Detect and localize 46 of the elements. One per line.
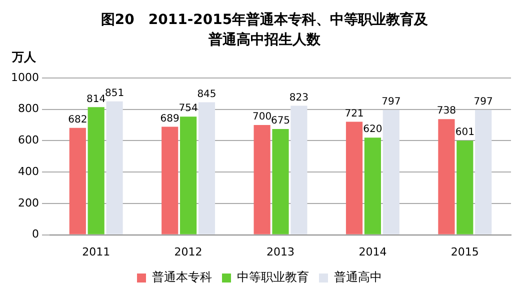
data-label: 700 [252, 112, 272, 123]
bar [290, 106, 308, 234]
chart-title: 图20 2011-2015年普通本专科、中等职业教育及普通高中招生人数 [100, 10, 430, 50]
data-label: 814 [86, 94, 106, 105]
bar [346, 122, 363, 234]
data-label: 851 [104, 88, 124, 99]
bar [382, 110, 400, 234]
bar [456, 140, 474, 234]
bar [106, 101, 123, 234]
bar [254, 125, 270, 234]
y-tick-label: 0 [32, 228, 39, 241]
y-tick-label: 600 [18, 134, 39, 147]
bar [198, 102, 216, 234]
data-label: 721 [344, 108, 364, 120]
data-label: 845 [197, 88, 216, 100]
data-label: 620 [363, 124, 382, 136]
bar [438, 119, 455, 234]
x-tick-label: 2013 [266, 245, 294, 258]
bar [69, 128, 86, 234]
bar [162, 126, 178, 234]
bar [272, 128, 289, 234]
x-tick-label: 2015 [450, 245, 479, 258]
legend-label: 普通高中 [334, 270, 382, 284]
x-tick-label: 2011 [82, 245, 110, 258]
bar [475, 110, 492, 234]
x-tick-label: 2012 [174, 245, 202, 258]
bar [88, 107, 104, 234]
bar [180, 116, 197, 234]
x-tick-label: 2014 [358, 245, 387, 258]
y-tick-label: 400 [18, 164, 39, 178]
bar [364, 138, 381, 234]
legend-label: 中等职业教育 [237, 270, 309, 284]
data-label: 689 [160, 113, 180, 124]
data-label: 754 [178, 103, 198, 114]
data-label: 797 [474, 96, 493, 108]
y-tick-label: 1000 [10, 70, 39, 84]
y-tick-label: 800 [18, 102, 39, 116]
data-label: 823 [289, 92, 308, 104]
y-axis-title: 万人 [12, 50, 37, 64]
data-label: 675 [270, 116, 290, 127]
data-label: 682 [68, 114, 88, 126]
data-label: 797 [382, 96, 401, 108]
data-label: 601 [455, 127, 474, 138]
legend-label: 普通本专科 [152, 270, 212, 284]
y-tick-label: 200 [18, 196, 39, 210]
data-label: 738 [436, 106, 456, 117]
